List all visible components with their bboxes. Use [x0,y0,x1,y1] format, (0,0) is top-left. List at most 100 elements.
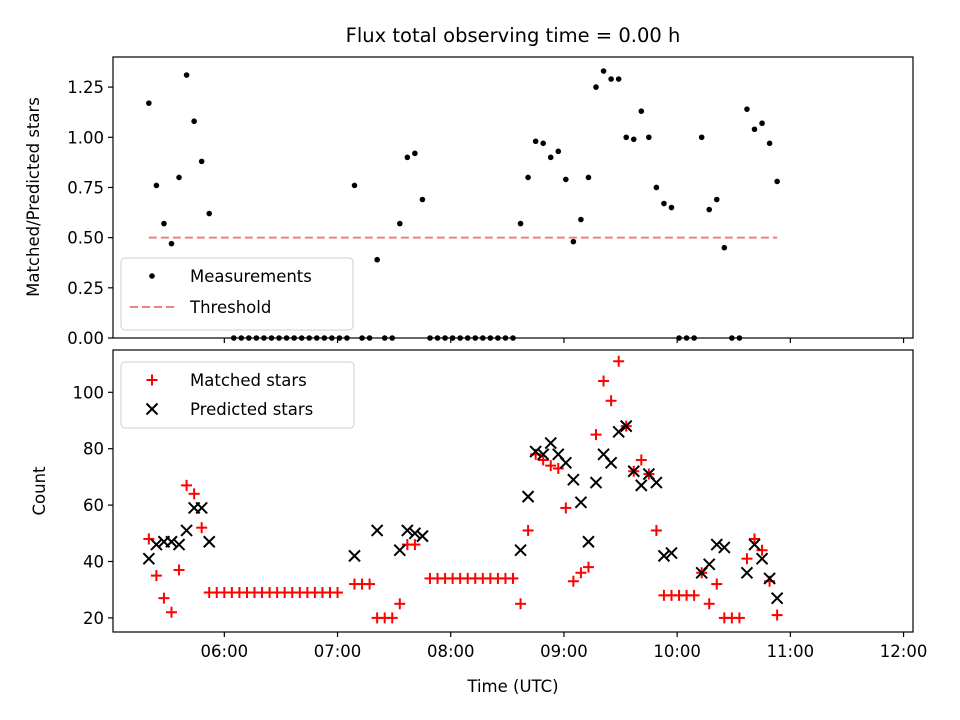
bottom-y-tick-label: 80 [83,440,104,459]
measurement-point [329,335,335,341]
legend-matched-marker [146,374,158,386]
measurement-point [540,140,546,147]
predicted-star-point [348,549,361,563]
predicted-star-point [416,529,429,543]
matched-star-point [771,609,783,621]
matched-star-point [567,575,579,587]
predicted-star-point [165,535,178,548]
predicted-star-point [370,524,384,537]
matched-star-point [150,570,162,582]
measurement-point [751,126,758,133]
measurement-point [374,256,380,263]
matched-star-point [741,553,753,565]
measurement-point [759,120,765,127]
bottom-y-tick-label: 40 [83,553,104,572]
predicted-star-point [529,445,542,458]
measurement-point [283,335,290,341]
matched-star-point [196,522,208,534]
chart-title: Flux total observing time = 0.00 h [346,24,681,47]
measurement-point [449,335,456,341]
predicted-star-point [657,549,671,563]
measurement-point [578,216,584,223]
predicted-star-point [620,419,633,433]
top-y-tick-label: 0.00 [67,329,104,348]
measurement-point [298,335,305,341]
matched-star-point [552,462,564,474]
measurement-point [615,76,622,82]
measurement-point [291,335,297,341]
bottom-x-tick-label: 11:00 [767,642,815,661]
matched-star-point [332,587,344,599]
predicted-star-point [770,591,784,605]
measurement-point [427,335,433,341]
bottom-axes-frame [112,349,914,633]
predicted-star-point [604,456,618,470]
predicted-star-point [740,566,754,579]
matched-star-point [733,612,745,624]
measurement-point [585,174,592,181]
legend-matched-label: Matched stars [190,371,307,390]
matched-star-point [522,524,534,536]
measurement-point [683,335,690,341]
matched-star-point [650,524,662,536]
matched-star-point [575,567,587,579]
bottom-y-ticks: 20 40 60 80 100 [73,383,113,628]
bottom-legend-box [120,361,355,429]
measurement-point [344,335,350,341]
measurement-point [736,335,743,341]
x-axis-label: Time (UTC) [466,677,558,696]
matched-star-point [613,355,625,367]
matched-star-point [515,598,527,610]
measurement-point [646,134,652,141]
measurement-point [404,154,411,161]
measurement-point [191,118,197,125]
top-y-tick-label: 0.50 [67,229,104,248]
matched-star-point [386,612,398,624]
predicted-star-point [203,535,216,548]
measurement-point [502,335,509,341]
top-legend-box [120,257,354,331]
measurement-point [691,335,697,341]
matched-star-point [364,578,376,590]
matched-star-point [507,572,519,584]
measurement-point [766,140,773,147]
measurement-point [238,335,245,341]
measurement-point [676,335,682,341]
bottom-legend: Matched stars Predicted stars [120,361,355,429]
measurement-point [555,148,562,155]
predicted-star-point [703,558,716,571]
measurement-point [276,335,282,341]
measurement-point [638,108,645,114]
measurement-point [517,220,524,227]
measurement-point [412,150,418,157]
predicted-star-point [710,538,723,551]
measurement-point [161,220,167,227]
measurement-point [176,174,182,181]
measurement-point [359,335,365,341]
predicted-star-point [748,538,761,551]
measurement-point [480,335,486,341]
measurement-point [457,335,463,341]
predicted-star-point [544,436,557,450]
predicted-star-point [195,501,208,515]
bottom-x-tick-label: 06:00 [201,642,249,661]
measurement-point [653,184,660,191]
measurement-point [153,182,160,189]
bottom-axes: 20 40 60 80 100 06:00 07:00 08:00 09:00 10:00 11:… [30,349,927,696]
measurement-point [532,138,539,145]
predicted-star-point [559,456,573,470]
predicted-star-point [172,538,186,551]
measurement-point [434,335,441,341]
predicted-star-point [142,552,156,565]
measurement-point [396,220,403,227]
measurement-point [419,196,426,203]
top-y-tick-label: 1.00 [67,128,104,147]
predicted-star-point [180,524,193,537]
top-y-tick-label: 1.25 [67,78,104,97]
top-legend: Measurements Threshold [120,257,354,331]
matched-star-point [173,564,185,576]
measurement-point [698,134,705,141]
legend-measurements-marker [149,273,155,279]
measurement-point [593,84,599,90]
